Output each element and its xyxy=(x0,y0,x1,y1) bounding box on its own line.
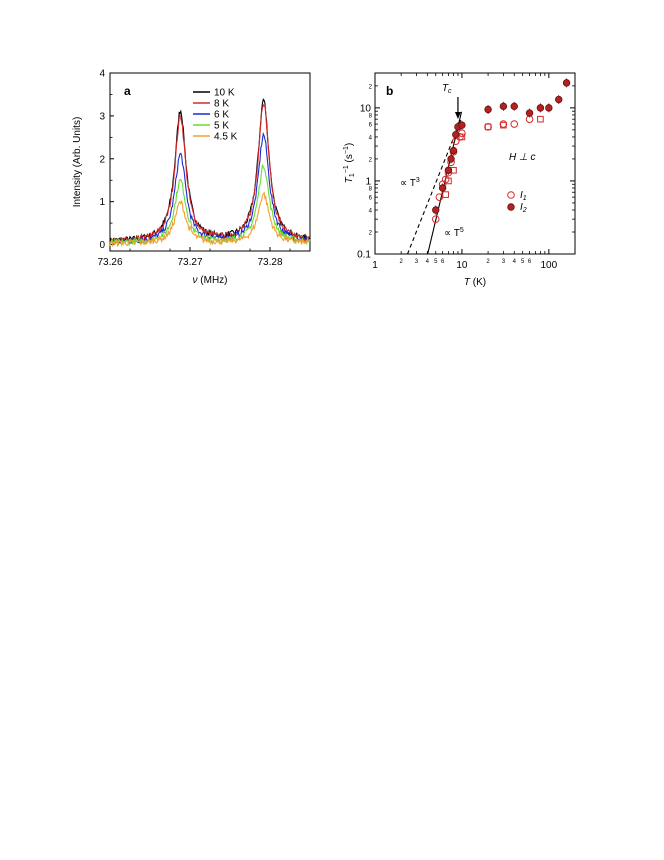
point-i2 xyxy=(444,166,453,174)
panel-a-ticks: 73.26 73.27 73.28 0 1 2 3 4 xyxy=(97,69,291,268)
point-i1 xyxy=(431,215,440,223)
panel-a-xlabel: ν (MHz) xyxy=(193,275,228,286)
legend-marker-i1 xyxy=(507,191,515,199)
panel-a-ytick-label: 4 xyxy=(99,69,105,80)
panel-a-legend: 10 K8 K6 K5 K4.5 K xyxy=(193,88,238,143)
panel-b-minor-ytick-label: 6 xyxy=(369,196,373,202)
panel-a-legend-label: 10 K xyxy=(214,88,235,99)
panel-a-series-line-0 xyxy=(109,98,311,244)
panel-b-ylabel: T1−1 (s−1) xyxy=(343,143,356,183)
panel-a-xtick-label: 73.28 xyxy=(257,257,282,268)
t3-label: ∝ T3 xyxy=(400,177,420,189)
panel-b-minor-ytick-label: 8 xyxy=(369,187,373,193)
panel-b-xtick-label: 10 xyxy=(456,260,468,271)
panel-a-frame xyxy=(109,72,311,252)
point-i1 xyxy=(510,120,519,128)
point-square xyxy=(445,177,452,185)
panel-a-xtick-label: 73.26 xyxy=(97,257,122,268)
panel-b-minor-ytick-label: 2 xyxy=(369,84,373,90)
point-square xyxy=(458,133,466,141)
tc-label: Tc xyxy=(442,83,452,95)
panel-b-ytick-label: 0.1 xyxy=(357,250,371,261)
point-i2 xyxy=(458,121,466,129)
panel-b-frame xyxy=(374,72,576,255)
panel-b-minor-xtick-label: 6 xyxy=(528,259,532,265)
panel-b-minor-xtick-label: 4 xyxy=(426,259,430,265)
panel-b-minor-ytick-label: 2 xyxy=(369,231,373,237)
panel-b-ytick-label: 1 xyxy=(365,176,371,187)
panel-b-minor-xtick-label: 2 xyxy=(486,259,490,265)
panel-b-minor-xtick-label: 5 xyxy=(434,259,438,265)
panel-b-points xyxy=(431,78,571,223)
point-i2 xyxy=(499,102,508,111)
panel-a-series-line-4 xyxy=(109,191,311,248)
panel-b-label: b xyxy=(386,84,393,98)
panel-b-ytick-label: 10 xyxy=(360,103,372,114)
t5-label: ∝ T5 xyxy=(444,227,464,239)
point-i2 xyxy=(447,155,455,163)
panel-b-minor-ytick-label: 2 xyxy=(369,157,373,163)
panel-a-ytick-label: 1 xyxy=(99,197,105,208)
panel-a-xtick-label: 73.27 xyxy=(177,257,202,268)
point-i2 xyxy=(555,95,563,104)
panel-a-ytick-label: 2 xyxy=(99,154,105,165)
panel-a-legend-label: 8 K xyxy=(214,99,229,110)
panel-b-minor-xtick-label: 5 xyxy=(521,259,525,265)
panel-a-series-line-3 xyxy=(109,164,311,247)
panel-a-legend-label: 4.5 K xyxy=(214,132,238,143)
panel-b-minor-ytick-label: 4 xyxy=(369,209,373,215)
panel-a-legend-label: 6 K xyxy=(214,110,229,121)
point-i2 xyxy=(438,184,447,192)
panel-b-minor-ytick-label: 4 xyxy=(369,135,373,141)
field-label: H ⊥ c xyxy=(509,152,536,163)
point-i2 xyxy=(449,146,458,155)
point-square xyxy=(484,123,492,131)
point-i2 xyxy=(432,206,440,214)
panel-b-minor-xtick-label: 3 xyxy=(502,259,506,265)
panel-a-ytick-label: 3 xyxy=(99,111,105,122)
point-i2 xyxy=(510,102,518,111)
legend-label-i1: I1 xyxy=(520,190,527,202)
panel-a-series-line-2 xyxy=(109,131,311,245)
panel-b-xlabel: T (K) xyxy=(464,277,486,288)
panel-a-series xyxy=(109,98,311,248)
point-i2 xyxy=(536,104,545,112)
panel-b-minor-xtick-label: 6 xyxy=(441,259,445,265)
panel-a-legend-label: 5 K xyxy=(214,121,229,132)
panel-a: a 73.26 73.27 73.28 0 1 2 3 4 10 K8 K6 K5 K4.5 … xyxy=(72,69,311,286)
panel-b-minor-xtick-label: 2 xyxy=(399,259,403,265)
point-square xyxy=(537,115,544,123)
panel-b-minor-ytick-label: 6 xyxy=(369,123,373,129)
panel-b-xtick-label: 100 xyxy=(540,260,557,271)
panel-a-ylabel: Intensity (Arb. Units) xyxy=(72,117,83,208)
panel-a-label: a xyxy=(124,84,131,98)
legend-label-i2: I2 xyxy=(520,202,527,214)
point-i2 xyxy=(525,109,534,117)
panel-b-minor-xtick-label: 3 xyxy=(415,259,419,265)
panel-b-xtick-label: 1 xyxy=(372,260,378,271)
tc-arrowhead-icon xyxy=(454,112,461,119)
panel-b-minor-ytick-label: 8 xyxy=(369,113,373,119)
legend-marker-i2 xyxy=(507,203,515,211)
point-square xyxy=(442,191,449,198)
point-i2 xyxy=(452,130,460,139)
panel-b-minor-xtick-label: 4 xyxy=(513,259,517,265)
point-i2 xyxy=(562,79,571,87)
panel-a-ytick-label: 0 xyxy=(99,240,105,251)
point-i2 xyxy=(484,105,492,114)
point-i2 xyxy=(545,104,553,112)
point-square xyxy=(500,121,507,129)
